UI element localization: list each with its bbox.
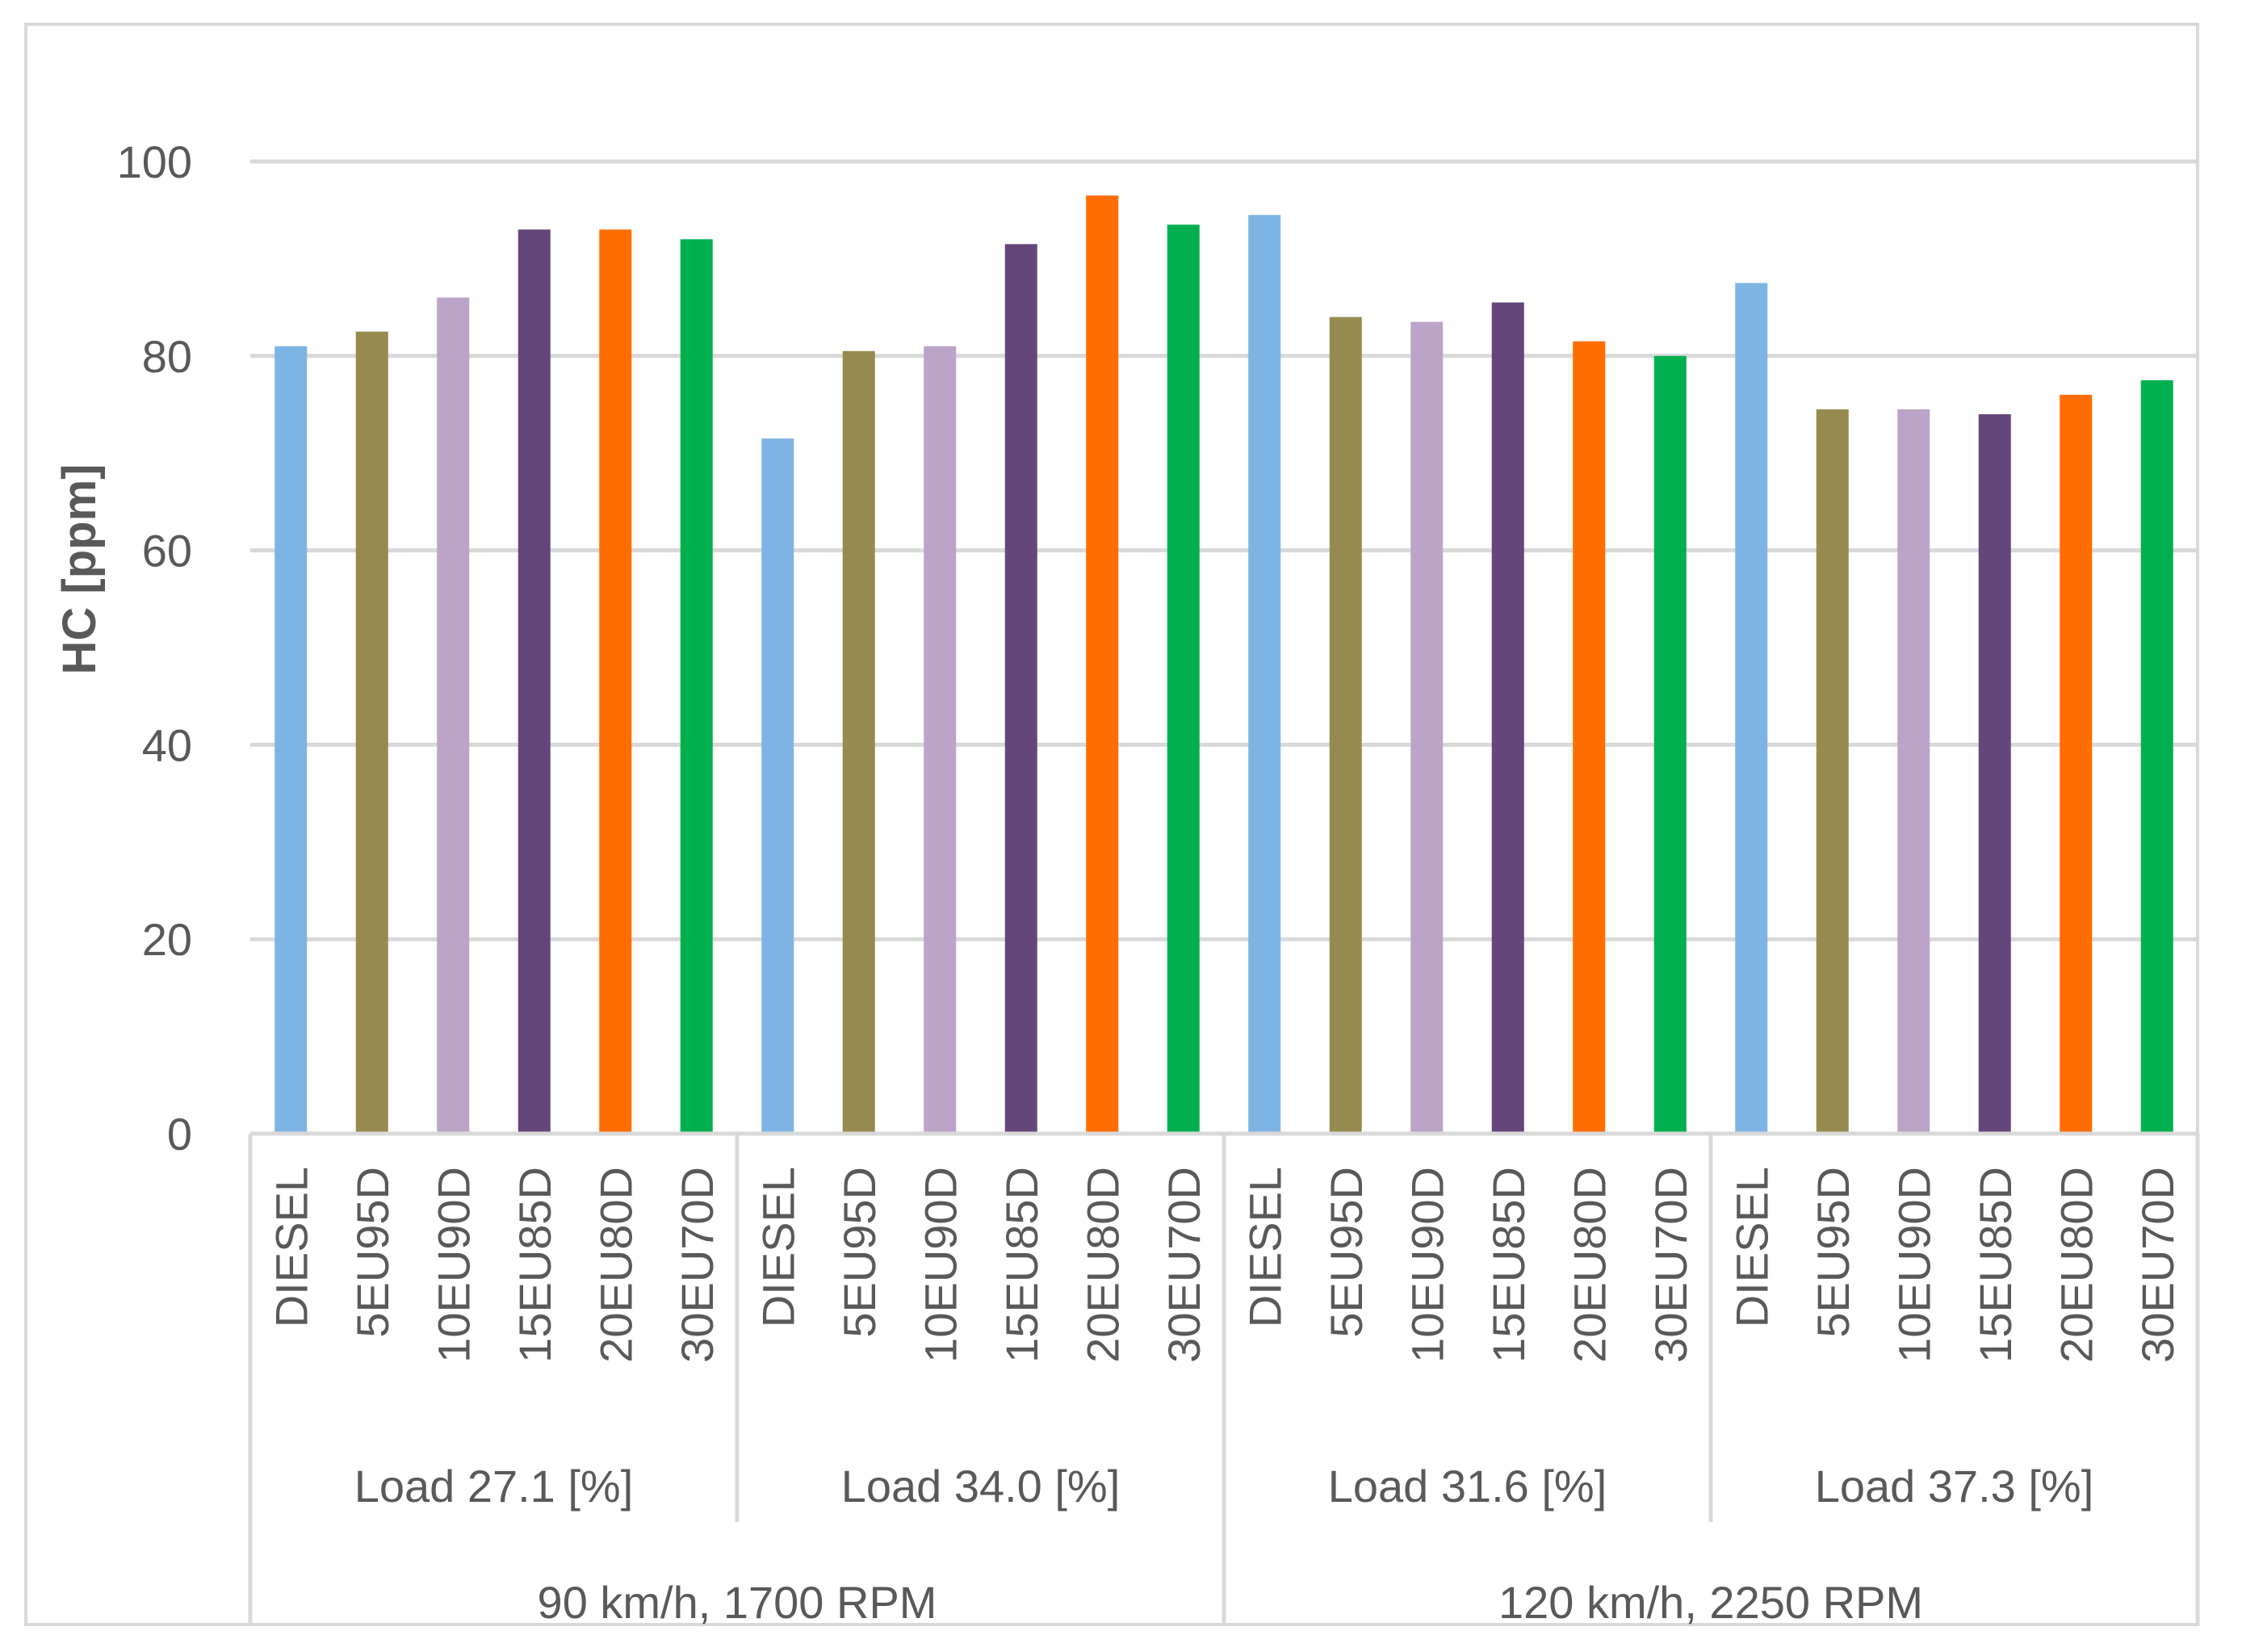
category-label: 5EU95D — [1808, 1167, 1859, 1338]
bar-15eu85d — [518, 229, 551, 1134]
load-group-label: Load 37.3 [%] — [1815, 1461, 2094, 1512]
bar-20eu80d — [599, 229, 632, 1134]
x-axis-group-labels: Load 27.1 [%] Load 34.0 [%] 90 km/h, 1700 … — [354, 1461, 2094, 1628]
bar-30eu70d — [1167, 224, 1200, 1134]
x-axis-category-labels: DIESEL 5EU95D 10EU90D 15EU85D 20EU80D 30EU70D… — [266, 1167, 2183, 1363]
bars — [274, 195, 2173, 1134]
bar-20eu80d — [1086, 195, 1119, 1134]
speed-group-label: 120 km/h, 2250 RPM — [1498, 1577, 1923, 1628]
category-label: 30EU70D — [2132, 1167, 2183, 1363]
category-label: 30EU70D — [672, 1167, 723, 1363]
y-axis-ticks: 0 20 40 60 80 100 — [117, 136, 192, 1159]
category-label: DIESEL — [1239, 1167, 1290, 1327]
bar-10eu90d — [1897, 409, 1930, 1134]
category-label: 30EU70D — [1645, 1167, 1696, 1363]
bar-diesel — [1735, 283, 1768, 1134]
y-tick-label: 80 — [142, 331, 192, 382]
category-label: 5EU95D — [347, 1167, 398, 1338]
y-tick-label: 60 — [142, 526, 192, 577]
category-label: 10EU90D — [428, 1167, 479, 1363]
bar-15eu85d — [1978, 414, 2011, 1134]
bar-10eu90d — [437, 297, 470, 1134]
x-axis-structure — [248, 1131, 2200, 1626]
load-group-label: Load 27.1 [%] — [354, 1461, 634, 1512]
load-group-label: Load 34.0 [%] — [841, 1461, 1121, 1512]
bar-30eu70d — [680, 239, 713, 1134]
bar-15eu85d — [1491, 302, 1524, 1134]
bar-20eu80d — [2060, 394, 2093, 1134]
bar-20eu80d — [1573, 341, 1606, 1134]
bar-5eu95d — [1816, 409, 1849, 1134]
category-label: DIESEL — [1726, 1167, 1777, 1327]
load-group-label: Load 31.6 [%] — [1328, 1461, 1607, 1512]
y-tick-label: 20 — [142, 914, 192, 965]
category-label: 30EU70D — [1159, 1167, 1209, 1363]
category-label: 15EU85D — [1483, 1167, 1534, 1363]
bar-5eu95d — [355, 331, 388, 1134]
category-label: 10EU90D — [915, 1167, 966, 1363]
category-label: 15EU85D — [1970, 1167, 2021, 1363]
bar-30eu70d — [1653, 355, 1687, 1134]
category-label: 5EU95D — [834, 1167, 885, 1338]
category-label: 20EU80D — [2051, 1167, 2102, 1363]
bar-5eu95d — [842, 350, 875, 1134]
gridlines — [250, 159, 2198, 941]
y-tick-label: 0 — [167, 1109, 192, 1159]
category-label: 20EU80D — [1564, 1167, 1615, 1363]
bar-15eu85d — [1004, 244, 1037, 1134]
y-tick-label: 100 — [117, 136, 192, 187]
bar-diesel — [1248, 215, 1281, 1134]
y-axis-title: HC [ppm] — [53, 464, 106, 675]
category-label: 15EU85D — [509, 1167, 560, 1363]
category-label: 10EU90D — [1402, 1167, 1452, 1363]
bar-5eu95d — [1329, 317, 1362, 1134]
bar-10eu90d — [924, 346, 957, 1134]
bar-diesel — [274, 346, 308, 1134]
category-label: 5EU95D — [1321, 1167, 1372, 1338]
category-label: DIESEL — [266, 1167, 316, 1327]
category-label: DIESEL — [752, 1167, 803, 1327]
category-label: 20EU80D — [1077, 1167, 1128, 1363]
category-label: 10EU90D — [1888, 1167, 1939, 1363]
category-label: 15EU85D — [996, 1167, 1047, 1363]
bar-diesel — [761, 438, 794, 1134]
bar-30eu70d — [2140, 379, 2173, 1134]
bar-10eu90d — [1410, 321, 1444, 1134]
speed-group-label: 90 km/h, 1700 RPM — [538, 1577, 937, 1628]
y-tick-label: 40 — [142, 719, 192, 770]
category-label: 20EU80D — [590, 1167, 641, 1363]
